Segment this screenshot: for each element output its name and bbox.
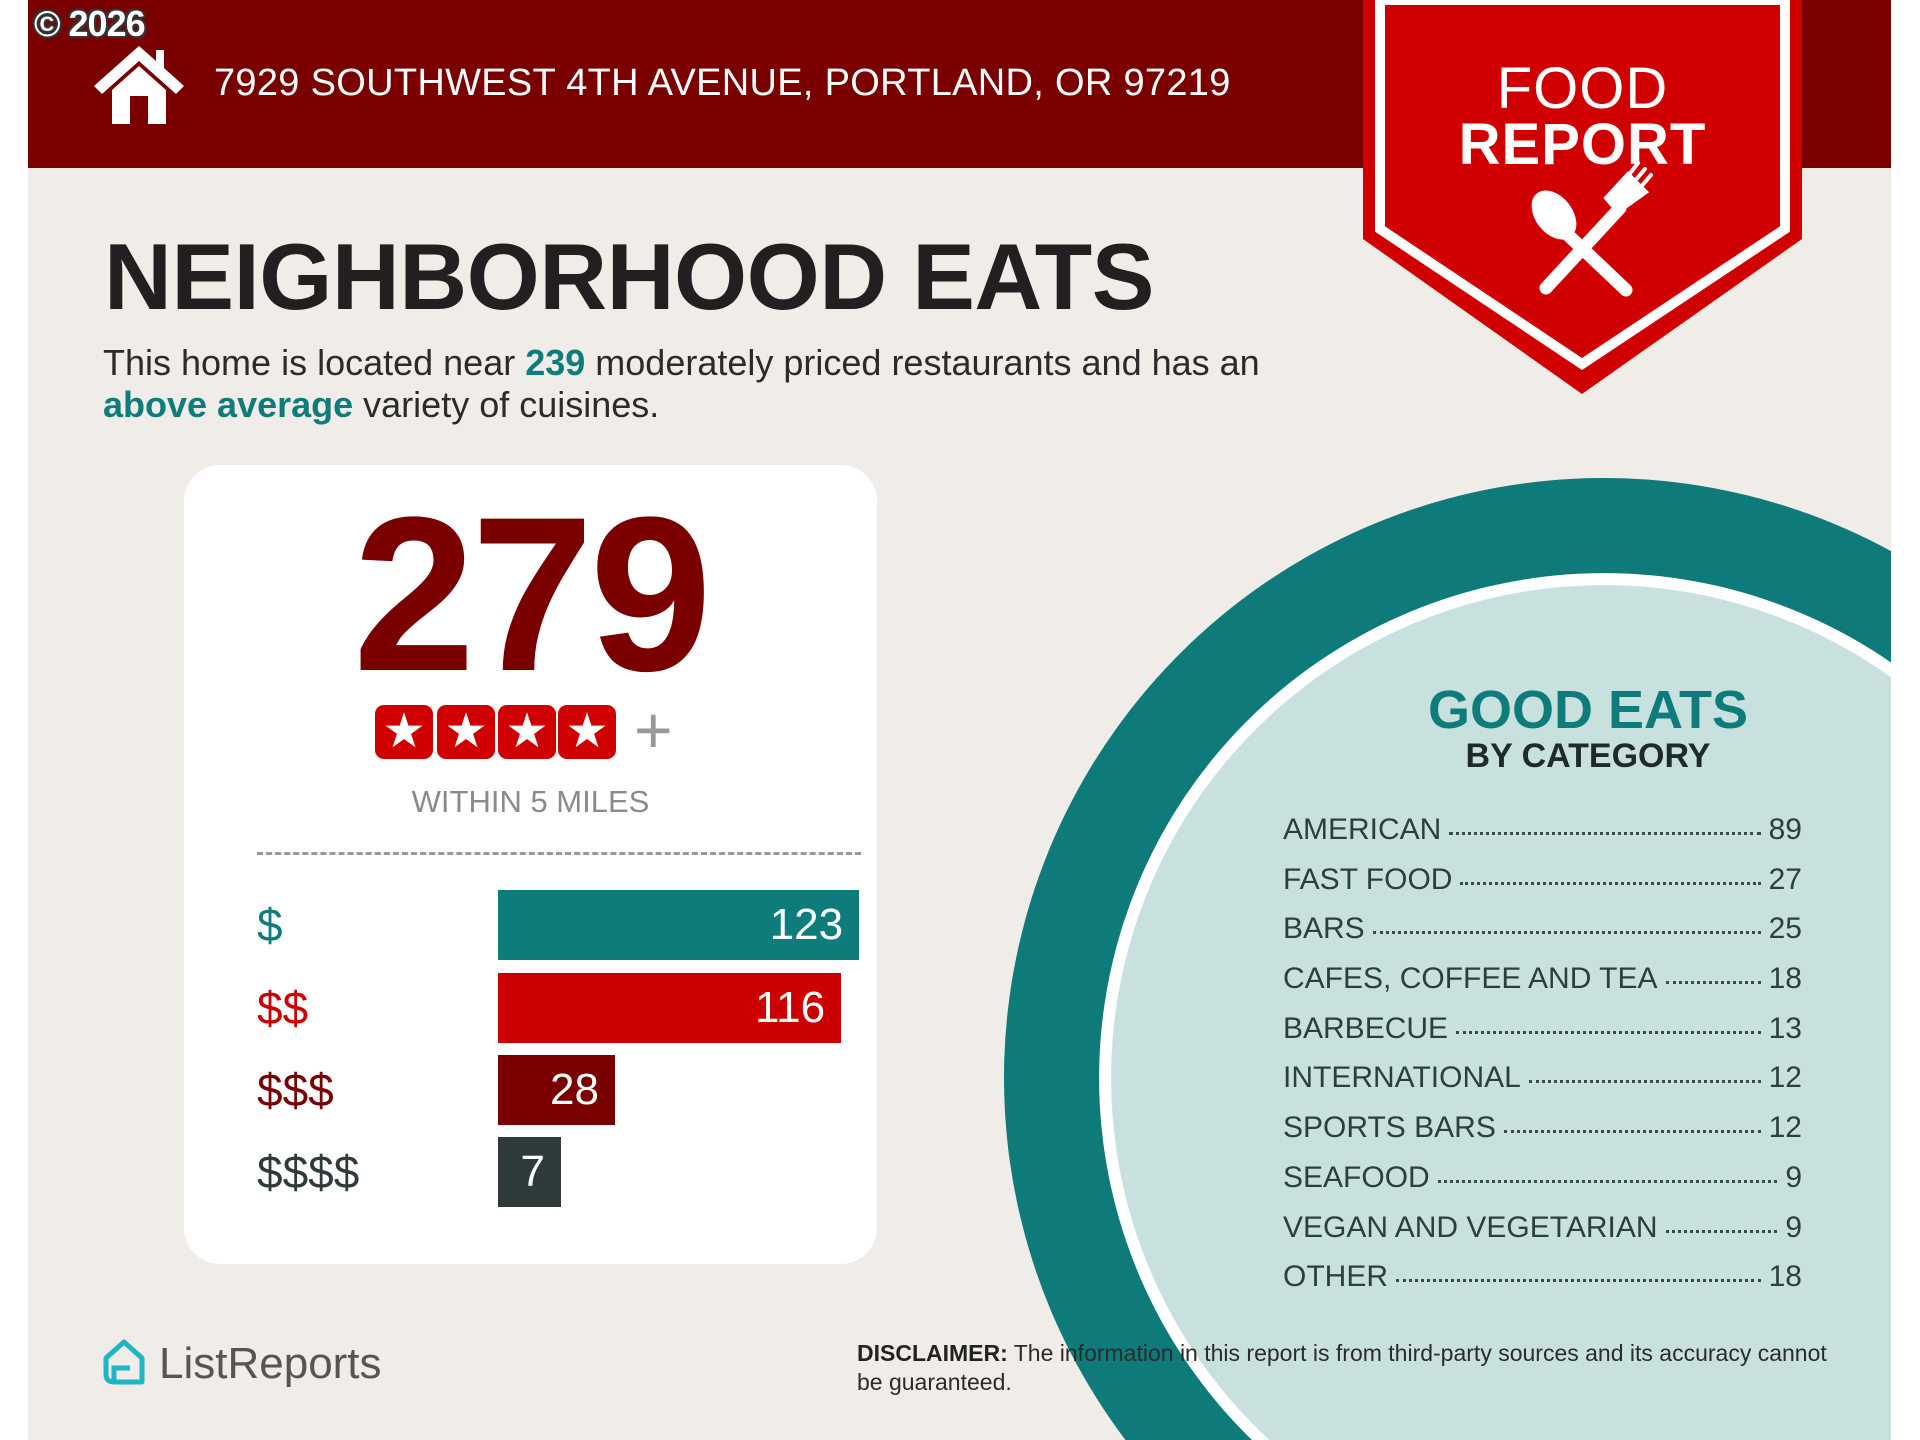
category-row: SEAFOOD 9	[1283, 1153, 1802, 1203]
summary-text-part: variety of cuisines.	[353, 384, 660, 425]
dotted-leader	[1528, 1080, 1761, 1084]
property-address: 7929 SOUTHWEST 4TH AVENUE, PORTLAND, OR …	[214, 62, 1231, 104]
listreports-logo-icon	[103, 1339, 145, 1385]
category-count: 9	[1785, 1210, 1802, 1244]
category-name: AMERICAN	[1283, 813, 1442, 846]
category-row: OTHER 18	[1283, 1252, 1802, 1302]
moderate-restaurant-count: 239	[525, 342, 586, 383]
category-count: 12	[1768, 1061, 1802, 1095]
price-tier-bar: 28	[498, 1055, 615, 1125]
category-row: INTERNATIONAL 12	[1283, 1053, 1802, 1103]
category-row: BARBECUE 13	[1283, 1004, 1802, 1054]
summary-text-part: moderately priced restaurants and has an	[585, 342, 1260, 383]
categories-subheading: BY CATEGORY	[1465, 737, 1711, 775]
star-icon: ★	[375, 705, 433, 759]
dotted-leader	[1503, 1130, 1761, 1134]
disclaimer-text: The information in this report is from t…	[857, 1340, 1827, 1395]
dotted-leader	[1437, 1179, 1778, 1183]
food-report-page: © 2026 7929 SOUTHWEST 4TH AVENUE, PORTLA…	[28, 0, 1891, 1440]
stars-plus: +	[634, 693, 673, 767]
banner-line-food: FOOD	[1496, 56, 1669, 121]
total-restaurant-count: 279	[352, 471, 712, 717]
category-row: AMERICAN 89	[1283, 805, 1802, 855]
decorative-graphics	[1003, 0, 1891, 1440]
price-tier-label: $$	[257, 982, 309, 1034]
category-row: VEGAN AND VEGETARIAN 9	[1283, 1203, 1802, 1253]
category-count: 27	[1768, 862, 1802, 896]
star-icon: ★	[498, 705, 556, 759]
category-name: INTERNATIONAL	[1283, 1061, 1521, 1095]
category-row: CAFES, COFFEE AND TEA 18	[1283, 954, 1802, 1004]
category-name: BARS	[1283, 912, 1365, 946]
dotted-leader	[1665, 1229, 1778, 1233]
divider	[257, 852, 861, 855]
category-name: BARBECUE	[1283, 1011, 1449, 1045]
price-tier-label: $	[257, 899, 283, 951]
dotted-leader	[1456, 1030, 1761, 1034]
category-row: FAST FOOD 27	[1283, 855, 1802, 905]
listreports-logo-text: ListReports	[159, 1339, 382, 1388]
food-report-banner	[1363, 0, 1802, 394]
category-name: OTHER	[1283, 1260, 1388, 1294]
category-circle	[1003, 478, 1891, 1440]
category-name: SEAFOOD	[1283, 1160, 1430, 1194]
copyright-notice: © 2026	[34, 3, 146, 44]
summary-text: This home is located near 239 moderately…	[103, 342, 1343, 426]
dotted-leader	[1449, 832, 1761, 835]
dotted-leader	[1665, 981, 1761, 985]
price-tier-label: $$$$	[257, 1146, 360, 1198]
radius-label: WITHIN 5 MILES	[411, 784, 650, 819]
category-count: 18	[1768, 1260, 1802, 1294]
category-list: AMERICAN 89 FAST FOOD 27 BARS 25 CAFES, COFFEE…	[1283, 805, 1802, 1302]
price-tier-bar: 123	[498, 890, 860, 960]
page-title: NEIGHBORHOOD EATS	[104, 224, 1154, 329]
category-name: CAFES, COFFEE AND TEA	[1283, 962, 1658, 996]
price-tier-label: $$$	[257, 1064, 334, 1116]
variety-rating: above average	[103, 384, 354, 425]
price-tier-bar: 116	[498, 973, 842, 1043]
category-count: 18	[1768, 962, 1802, 996]
category-count: 13	[1768, 1011, 1802, 1045]
star-icon: ★	[558, 705, 616, 759]
banner-line-report: REPORT	[1458, 112, 1707, 177]
category-name: VEGAN AND VEGETARIAN	[1283, 1210, 1658, 1244]
spoon-fork-icon	[1531, 161, 1653, 297]
summary-text-part: This home is located near	[103, 342, 526, 383]
categories-heading: GOOD EATS	[1427, 680, 1749, 740]
star-icon: ★	[437, 705, 495, 759]
price-tier-bar: 7	[498, 1137, 561, 1207]
dotted-leader	[1372, 931, 1761, 935]
dotted-leader	[1396, 1279, 1761, 1283]
restaurant-count-card: 279 ★ ★ ★ ★ + WITHIN 5 MILES $123 $$ 116 $$$ 28…	[184, 465, 877, 1264]
category-count: 9	[1785, 1160, 1802, 1194]
category-row: BARS 25	[1283, 904, 1802, 954]
category-row: SPORTS BARS 12	[1283, 1103, 1802, 1153]
circle-inner-fill	[1111, 585, 1891, 1440]
category-count: 89	[1768, 813, 1802, 846]
category-count: 12	[1768, 1111, 1802, 1145]
category-name: FAST FOOD	[1283, 862, 1453, 896]
house-icon	[94, 46, 184, 124]
banner-title: FOOD REPORT	[1363, 0, 1802, 180]
disclaimer-label: DISCLAIMER:	[857, 1340, 1008, 1366]
disclaimer: DISCLAIMER: The information in this repo…	[857, 1339, 1857, 1397]
dotted-leader	[1460, 881, 1761, 885]
category-name: SPORTS BARS	[1283, 1111, 1496, 1145]
category-count: 25	[1768, 912, 1802, 946]
